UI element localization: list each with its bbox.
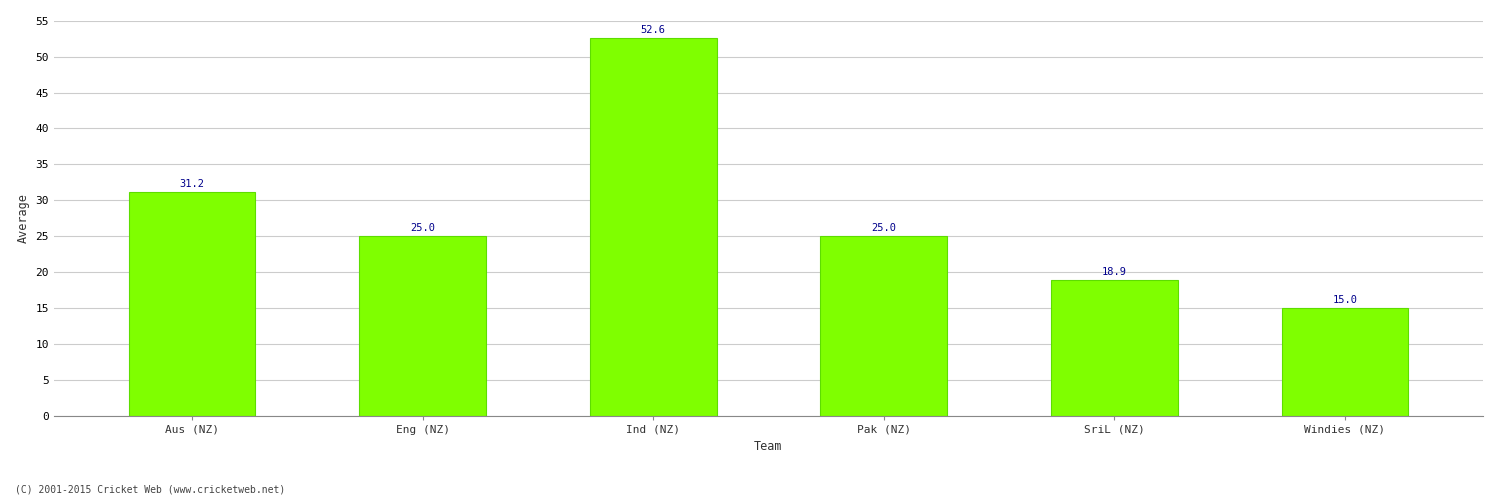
Bar — [129, 192, 255, 416]
Y-axis label: Average: Average — [16, 194, 30, 243]
Bar — [1052, 280, 1178, 416]
Text: 25.0: 25.0 — [410, 224, 435, 234]
Text: 25.0: 25.0 — [871, 224, 897, 234]
Text: 15.0: 15.0 — [1332, 295, 1358, 305]
Bar — [590, 38, 717, 416]
Text: (C) 2001-2015 Cricket Web (www.cricketweb.net): (C) 2001-2015 Cricket Web (www.cricketwe… — [15, 485, 285, 495]
Text: 18.9: 18.9 — [1102, 267, 1126, 277]
Bar — [358, 236, 486, 416]
Bar — [1281, 308, 1408, 416]
X-axis label: Team: Team — [754, 440, 783, 454]
Text: 52.6: 52.6 — [640, 25, 666, 35]
Bar — [821, 236, 946, 416]
Text: 31.2: 31.2 — [180, 179, 204, 189]
